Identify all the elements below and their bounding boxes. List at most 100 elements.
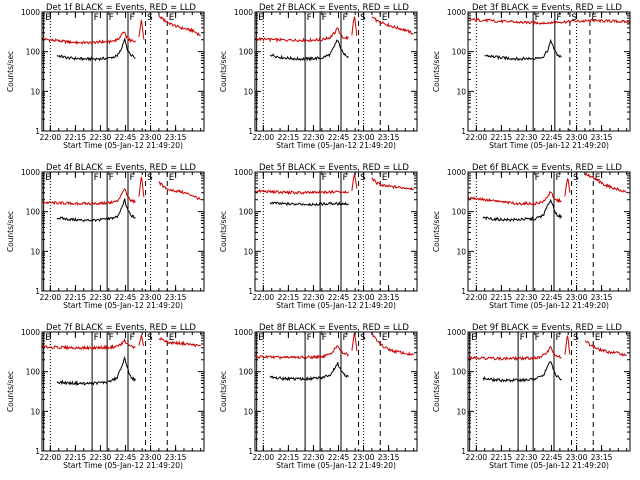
y-tick-label: 10 [243, 247, 253, 256]
event-marker-label: F [109, 13, 114, 23]
lld-series-line [138, 334, 145, 346]
y-tick-label: 10 [30, 87, 40, 96]
panel-6: Det 6f BLACK = Events, RED = LLD Counts/s… [432, 163, 631, 310]
x-axis-label: Start Time (05-Jan-12 21:49:20) [276, 141, 396, 150]
event-marker-label: F [307, 13, 312, 23]
lld-series-line [351, 172, 358, 191]
x-tick-label: 22:30 [90, 133, 112, 142]
panel-title: Det 7f BLACK = Events, RED = LLD [46, 323, 196, 333]
event-marker-label: E [591, 13, 597, 23]
event-marker-label: F [556, 333, 561, 343]
lld-series-line [158, 181, 201, 201]
y-tick-label: 1000 [21, 8, 40, 17]
events-series-line [56, 355, 136, 387]
event-marker-label: S [147, 173, 153, 183]
event-marker-label: F [94, 13, 99, 23]
events-series-line [269, 200, 349, 207]
y-tick-label: 100 [239, 368, 254, 377]
x-tick-label: 22:15 [491, 293, 513, 302]
y-tick-label: 100 [452, 368, 467, 377]
x-tick-label: 22:45 [115, 293, 137, 302]
x-tick-label: 22:15 [65, 453, 87, 462]
x-axis-label: Start Time (05-Jan-12 21:49:20) [63, 461, 183, 470]
y-tick-label: 1 [461, 447, 466, 456]
event-marker-label: F [322, 173, 327, 183]
y-tick-label: 1 [248, 127, 253, 136]
y-tick-label: 1 [35, 127, 40, 136]
event-marker-label: E [45, 173, 51, 183]
event-marker-label: F [130, 333, 135, 343]
panel-5: Det 5f BLACK = Events, RED = LLD Counts/s… [219, 163, 418, 310]
x-tick-label: 22:30 [516, 133, 538, 142]
panel-title: Det 5f BLACK = Events, RED = LLD [259, 163, 409, 173]
x-tick-label: 22:15 [278, 453, 300, 462]
y-axis-label: Counts/sec [432, 371, 441, 412]
event-marker-label: S [573, 173, 579, 183]
y-tick-label: 1 [35, 287, 40, 296]
lld-series-line [158, 337, 202, 348]
plot-frame [467, 331, 631, 452]
y-tick-label: 1 [248, 447, 253, 456]
event-marker-label: E [45, 13, 51, 23]
x-axis-label: Start Time (05-Jan-12 21:49:20) [489, 461, 609, 470]
x-tick-label: 22:30 [303, 133, 325, 142]
event-marker-label: F [322, 333, 327, 343]
events-series-line [56, 198, 136, 223]
event-marker-label: E [169, 13, 175, 23]
panel-title: Det 2f BLACK = Events, RED = LLD [259, 3, 409, 13]
x-tick-label: 23:15 [591, 293, 613, 302]
lld-series-line [467, 345, 562, 361]
x-tick-label: 22:00 [40, 453, 62, 462]
x-tick-label: 22:00 [466, 133, 488, 142]
y-tick-label: 10 [456, 407, 466, 416]
x-tick-label: 22:30 [516, 453, 538, 462]
events-series-line [482, 198, 562, 222]
y-tick-label: 1 [248, 287, 253, 296]
y-axis-label: Counts/sec [6, 371, 15, 412]
y-tick-label: 1 [461, 127, 466, 136]
plot-frame [467, 171, 631, 292]
plot-frame [41, 11, 205, 132]
y-tick-label: 1000 [447, 168, 466, 177]
lld-series-line [138, 176, 145, 198]
panel-8: Det 8f BLACK = Events, RED = LLD Counts/s… [219, 323, 418, 470]
x-tick-label: 22:00 [40, 133, 62, 142]
panel-7: Det 7f BLACK = Events, RED = LLD Counts/s… [6, 323, 205, 470]
x-axis-label: Start Time (05-Jan-12 21:49:20) [276, 461, 396, 470]
x-tick-label: 23:00 [566, 453, 588, 462]
panel-9: Det 9f BLACK = Events, RED = LLD Counts/s… [432, 323, 631, 470]
panel-4: Det 4f BLACK = Events, RED = LLD Counts/s… [6, 163, 205, 310]
y-tick-label: 1000 [234, 8, 253, 17]
event-marker-label: S [571, 13, 577, 23]
x-tick-label: 23:15 [165, 293, 187, 302]
x-tick-label: 22:45 [541, 133, 563, 142]
panel-title: Det 8f BLACK = Events, RED = LLD [259, 323, 409, 333]
lld-series-line [584, 172, 627, 194]
plot-frame [467, 11, 631, 132]
event-marker-label: S [360, 173, 366, 183]
x-tick-label: 23:00 [566, 293, 588, 302]
y-tick-label: 10 [456, 87, 466, 96]
x-tick-label: 22:00 [253, 133, 275, 142]
lld-series-line [41, 188, 136, 206]
x-tick-label: 22:00 [253, 453, 275, 462]
x-tick-label: 22:30 [303, 453, 325, 462]
event-marker-label: E [382, 13, 388, 23]
x-tick-label: 22:45 [328, 133, 350, 142]
event-marker-label: F [94, 333, 99, 343]
x-tick-label: 22:15 [278, 293, 300, 302]
lld-series-line [351, 16, 358, 36]
x-axis-label: Start Time (05-Jan-12 21:49:20) [276, 301, 396, 310]
y-tick-label: 100 [26, 208, 41, 217]
event-marker-label: E [258, 333, 264, 343]
event-marker-label: E [169, 173, 175, 183]
event-marker-label: F [535, 333, 540, 343]
x-tick-label: 22:00 [40, 293, 62, 302]
event-marker-label: S [573, 333, 579, 343]
event-marker-label: E [382, 173, 388, 183]
x-tick-label: 23:00 [353, 293, 375, 302]
y-axis-label: Counts/sec [219, 211, 228, 252]
x-tick-label: 22:45 [541, 453, 563, 462]
lld-series-line [371, 332, 415, 357]
panel-title: Det 4f BLACK = Events, RED = LLD [46, 163, 196, 173]
